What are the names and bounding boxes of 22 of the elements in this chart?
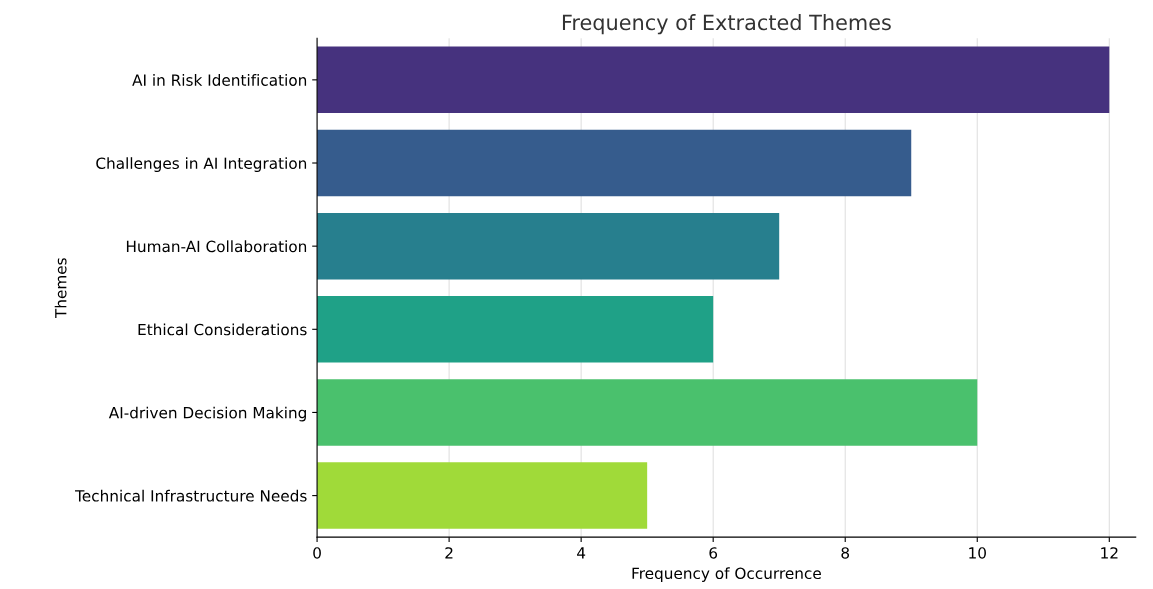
x-tick-label: 2: [445, 547, 453, 559]
y-axis-title: Themes: [54, 258, 67, 319]
y-tick-label: AI-driven Decision Making: [108, 406, 306, 422]
x-axis-title: Frequency of Occurrence: [632, 567, 821, 583]
y-tick-label: Ethical Considerations: [138, 323, 307, 336]
bar: [317, 296, 714, 363]
bar: [317, 212, 780, 280]
x-tick-label: 8: [841, 547, 850, 559]
x-tick-label: 4: [577, 547, 586, 559]
bar: [317, 462, 648, 529]
chart-title: Frequency of Extracted Themes: [562, 14, 891, 35]
x-tick-label: 10: [969, 547, 986, 559]
y-tick-label: Human-AI Collaboration: [126, 240, 307, 253]
bar: [317, 129, 912, 197]
bar: [317, 379, 978, 446]
bar: [317, 46, 1110, 114]
x-tick-label: 12: [1101, 547, 1118, 559]
x-tick-label: 0: [313, 547, 321, 559]
y-tick-label: AI in Risk Identification: [132, 74, 307, 86]
x-tick-label: 6: [709, 547, 718, 559]
y-tick-label: Technical Infrastructure Needs: [75, 489, 307, 502]
y-tick-label: Challenges in AI Integration: [96, 157, 307, 172]
